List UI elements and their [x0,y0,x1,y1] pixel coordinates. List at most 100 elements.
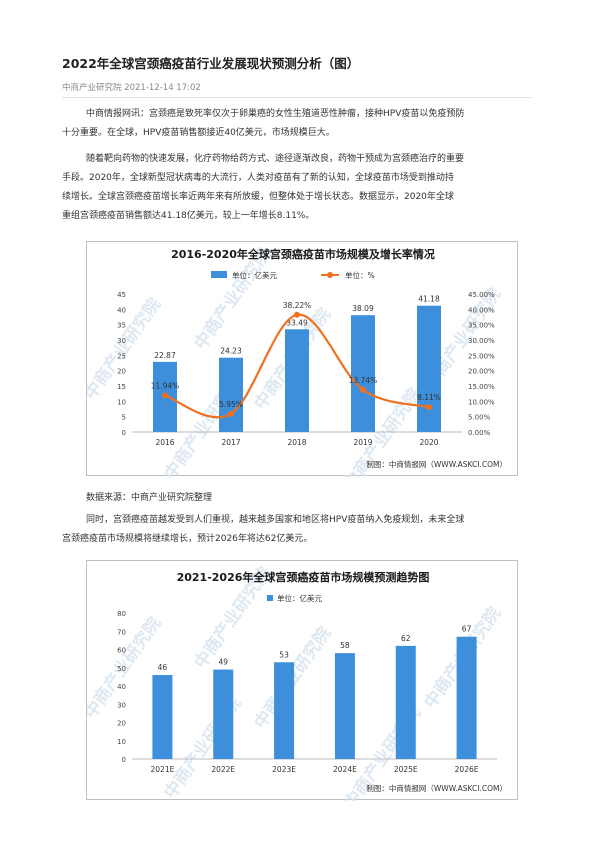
x-axis-tick-label: 2024E [333,765,357,774]
bar-value-label: 33.49 [286,318,308,327]
y-axis-tick-label: 20 [117,720,126,728]
y-axis-tick-label: 35 [117,322,126,330]
growth-rate-point [228,410,234,417]
y-axis-tick-label: 30 [117,701,126,709]
chart-1-title: 2016-2020年全球宫颈癌疫苗市场规模及增长率情况 [171,247,435,261]
growth-rate-point [360,386,366,393]
article-title: 2022年全球宫颈癌疫苗行业发展现状预测分析（图） [62,56,360,71]
bar-2018 [285,329,309,432]
bar-value-label: 53 [279,650,289,659]
y-axis-tick-label: 80 [117,610,126,618]
market-size-growth-chart: 中商产业研究院中商产业研究院中商产业研究院中商产业研究院中商产业研究院中商产业研… [80,241,518,494]
paragraph-3: 同时，宫颈癌疫苗越发受到人们重视，越来越多国家和地区将HPV疫苗纳入免疫规划，未… [62,511,536,549]
x-axis-tick-label: 2023E [272,765,296,774]
y2-axis-tick-label: 20.00% [468,368,495,376]
paragraph-1-line-2: 十分重要。在全球，HPV疫苗销售额接近40亿美元，市场规模巨大。 [62,128,335,138]
y2-axis-tick-label: 10.00% [468,398,495,406]
y2-axis-tick-label: 5.00% [468,414,491,422]
legend-bar-label: 单位：亿美元 [277,593,322,603]
x-axis-tick-label: 2022E [211,765,235,774]
x-axis-tick-label: 2025E [394,765,418,774]
bar-2024E [334,653,355,759]
y-axis-tick-label: 20 [117,368,126,376]
legend-bar-swatch [267,595,273,601]
bar-2017 [219,357,243,432]
y-axis-tick-label: 0 [122,429,126,437]
paragraph-2: 随着靶向药物的快速发展，化疗药物给药方式、途径逐渐改良，药物干预成为宫颈癌治疗的… [62,150,536,226]
y-axis-tick-label: 45 [117,291,126,299]
legend-line-label: 单位：% [345,270,375,280]
bar-value-label: 49 [218,658,228,667]
y-axis-tick-label: 50 [117,665,126,673]
market-forecast-chart: 中商产业研究院中商产业研究院中商产业研究院中商产业研究院中商产业研究院中商产业研… [80,560,518,813]
growth-rate-label: 13.74% [349,376,378,385]
y-axis-tick-label: 0 [122,756,126,764]
growth-rate-label: 38.22% [283,301,312,310]
y-axis-tick-label: 70 [117,628,126,636]
legend-bar-swatch [211,271,227,278]
bar-value-label: 67 [462,625,472,634]
chart-1-credit: 制图：中商情报网（WWW.ASKCI.COM） [366,459,507,469]
bar-value-label: 62 [401,634,411,643]
chart-2-credit: 制图：中商情报网（WWW.ASKCI.COM） [366,783,507,793]
bar-2023E [274,662,295,759]
y2-axis-tick-label: 15.00% [468,383,495,391]
bar-2021E [152,675,173,759]
paragraph-3-line-2: 宫颈癌疫苗市场规模将继续增长，预计2026年将达62亿美元。 [62,534,313,544]
x-axis-tick-label: 2018 [287,438,306,447]
growth-rate-label: 11.94% [151,381,180,390]
y2-axis-tick-label: 30.00% [468,337,495,345]
y2-axis-tick-label: 25.00% [468,352,495,360]
y-axis-tick-label: 40 [117,306,126,314]
bar-2026E [456,636,477,759]
y-axis-tick-label: 5 [122,414,126,422]
y-axis-tick-label: 40 [117,683,126,691]
paragraph-2-line-4: 重组宫颈癌疫苗销售额达41.18亿美元，较上一年增长8.11%。 [62,211,315,221]
bar-2022E [213,669,234,759]
paragraph-1-line-1: 中商情报网讯：宫颈癌是致死率仅次于卵巢癌的女性生殖道恶性肿瘤，接种HPV疫苗以免… [86,109,465,119]
market-forecast-svg: 中商产业研究院中商产业研究院中商产业研究院中商产业研究院中商产业研究院中商产业研… [80,563,507,813]
growth-rate-point [294,311,300,318]
growth-rate-label: 5.95% [219,400,243,409]
y-axis-tick-label: 25 [117,352,126,360]
x-axis-tick-label: 2016 [155,438,174,447]
growth-rate-label: 8.11% [417,393,441,402]
legend-bar-label: 单位：亿美元 [232,270,277,280]
market-size-growth-svg: 中商产业研究院中商产业研究院中商产业研究院中商产业研究院中商产业研究院中商产业研… [80,244,507,494]
bar-value-label: 46 [158,663,168,672]
paragraph-2-line-1: 随着靶向药物的快速发展，化疗药物给药方式、途径逐渐改良，药物干预成为宫颈癌治疗的… [86,154,465,164]
x-axis-tick-label: 2020 [419,438,438,447]
growth-rate-point [426,404,432,411]
bar-value-label: 22.87 [154,351,176,360]
paragraph-2-line-3: 续增长。全球宫颈癌疫苗增长率近两年来有所放缓，但整体处于增长状态。数据显示，20… [62,192,454,202]
x-axis-tick-label: 2021E [151,765,175,774]
title-divider [62,97,532,98]
bar-value-label: 58 [340,641,350,650]
bar-2020 [417,305,441,432]
paragraph-2-line-2: 手段。2020年，全球新型冠状病毒的大流行，人类对疫苗有了新的认知，全球疫苗市场… [62,173,454,183]
y2-axis-tick-label: 35.00% [468,322,495,330]
bar-2019 [351,315,375,432]
x-axis-tick-label: 2017 [221,438,240,447]
y2-axis-tick-label: 0.00% [468,429,491,437]
x-axis-tick-label: 2019 [353,438,372,447]
bar-2025E [395,645,416,759]
article-meta: 中商产业研究院 2021-12-14 17:02 [62,83,201,93]
y2-axis-tick-label: 45.00% [468,291,495,299]
legend-line-marker [327,272,333,278]
y-axis-tick-label: 10 [117,738,126,746]
growth-rate-point [162,392,168,399]
y-axis-tick-label: 30 [117,337,126,345]
paragraph-3-line-1: 同时，宫颈癌疫苗越发受到人们重视，越来越多国家和地区将HPV疫苗纳入免疫规划，未… [86,515,465,525]
bar-value-label: 38.09 [352,304,374,313]
bar-value-label: 41.18 [418,295,440,304]
chart-2-title: 2021-2026年全球宫颈癌疫苗市场规模预测趋势图 [177,570,430,584]
y2-axis-tick-label: 40.00% [468,306,495,314]
data-source-note: 数据来源：中商产业研究院整理 [86,493,213,503]
paragraph-1: 中商情报网讯：宫颈癌是致死率仅次于卵巢癌的女性生殖道恶性肿瘤，接种HPV疫苗以免… [62,105,536,143]
y-axis-tick-label: 60 [117,647,126,655]
bar-value-label: 24.23 [220,347,242,356]
y-axis-tick-label: 10 [117,398,126,406]
x-axis-tick-label: 2026E [455,765,479,774]
y-axis-tick-label: 15 [117,383,126,391]
